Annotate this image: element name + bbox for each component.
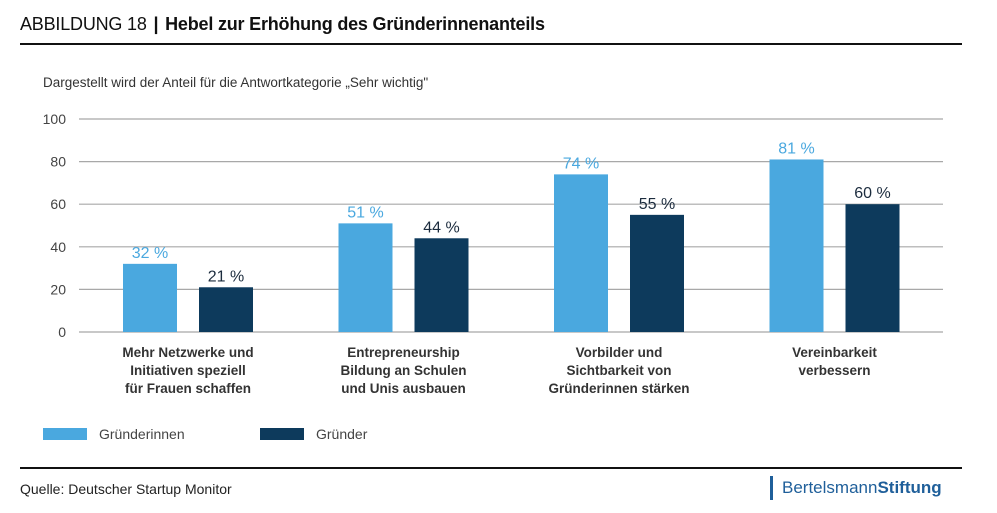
category-label-4: Vereinbarkeit verbessern [735,344,935,380]
category-label-line: Vereinbarkeit [792,345,877,360]
bar-gruender-2 [414,238,469,332]
source-note: Quelle: Deutscher Startup Monitor [20,481,232,497]
category-label-line: für Frauen schaffen [124,381,252,396]
bar-gruenderinnen-3 [554,174,608,332]
figure-title: ABBILDUNG 18 | Hebel zur Erhöhung des Gr… [20,14,545,35]
data-label-gruenderinnen-3: 74 % [563,155,599,172]
bars [123,159,900,332]
data-label-gruender-3: 55 % [639,196,675,213]
title-separator: | [153,14,159,34]
data-label-gruender-4: 60 % [854,185,890,202]
y-axis-ticks: 0 20 40 60 80 100 [43,111,67,340]
chart-subtitle: Dargestellt wird der Anteil für die Antw… [43,75,429,90]
bar-gruenderinnen-2 [338,223,393,332]
y-tick-label: 20 [50,281,66,297]
legend-label-gruender: Gründer [316,426,368,442]
legend-item-gruender: Gründer [260,426,367,442]
category-label-line: Sichtbarkeit von [566,363,672,378]
category-label-line: Vorbilder und [575,345,663,360]
data-label-gruenderinnen-2: 51 % [347,204,383,221]
category-label-line: verbessern [798,363,871,378]
y-tick-label: 60 [50,196,66,212]
legend-item-gruenderinnen: Gründerinnen [43,426,185,442]
logo-text-stiftung: Stiftung [877,478,942,497]
bar-gruenderinnen-1 [123,263,177,332]
data-label-gruenderinnen-4: 81 % [778,140,814,157]
chart-title: Hebel zur Erhöhung des Gründerinnenantei… [165,14,545,34]
figure-label: ABBILDUNG 18 [20,14,147,34]
category-label-3: Vorbilder und Sichtbarkeit von Gründerinne… [519,344,719,398]
category-label-line: Bildung an Schulen [340,363,467,378]
legend-swatch-gruender [260,428,304,440]
logo-bar-icon [770,476,773,500]
category-label-line: und Unis ausbauen [341,381,466,396]
y-tick-label: 100 [43,111,67,127]
category-label-1: Mehr Netzwerke und Initiativen speziell fü… [88,344,288,398]
y-tick-label: 40 [50,239,66,255]
bar-gruender-4 [845,204,900,332]
bertelsmann-stiftung-logo: Bertelsmann Stiftung [770,476,942,500]
legend-label-gruenderinnen: Gründerinnen [99,426,185,442]
legend-swatch-gruenderinnen [43,428,87,440]
logo-text-bertelsmann: Bertelsmann [782,478,878,497]
value-labels: 32 % 51 % 74 % 81 % 21 % 44 % 55 % 60 % [132,140,891,285]
data-label-gruender-2: 44 % [423,219,459,236]
bar-gruenderinnen-4 [769,159,824,332]
footer-rule [20,467,962,469]
category-label-line: Mehr Netzwerke und [122,345,254,360]
bar-gruender-3 [630,214,684,332]
header-rule [20,43,962,45]
data-label-gruender-1: 21 % [208,268,244,285]
category-label-line: Entrepreneurship [347,345,460,360]
bar-gruender-1 [199,287,253,332]
y-tick-label: 80 [50,154,66,170]
y-tick-label: 0 [58,324,66,340]
category-label-line: Gründerinnen stärken [548,381,690,396]
data-label-gruenderinnen-1: 32 % [132,245,168,262]
category-label-2: Entrepreneurship Bildung an Schulen und Un… [304,344,504,398]
category-label-line: Initiativen speziell [130,363,246,378]
